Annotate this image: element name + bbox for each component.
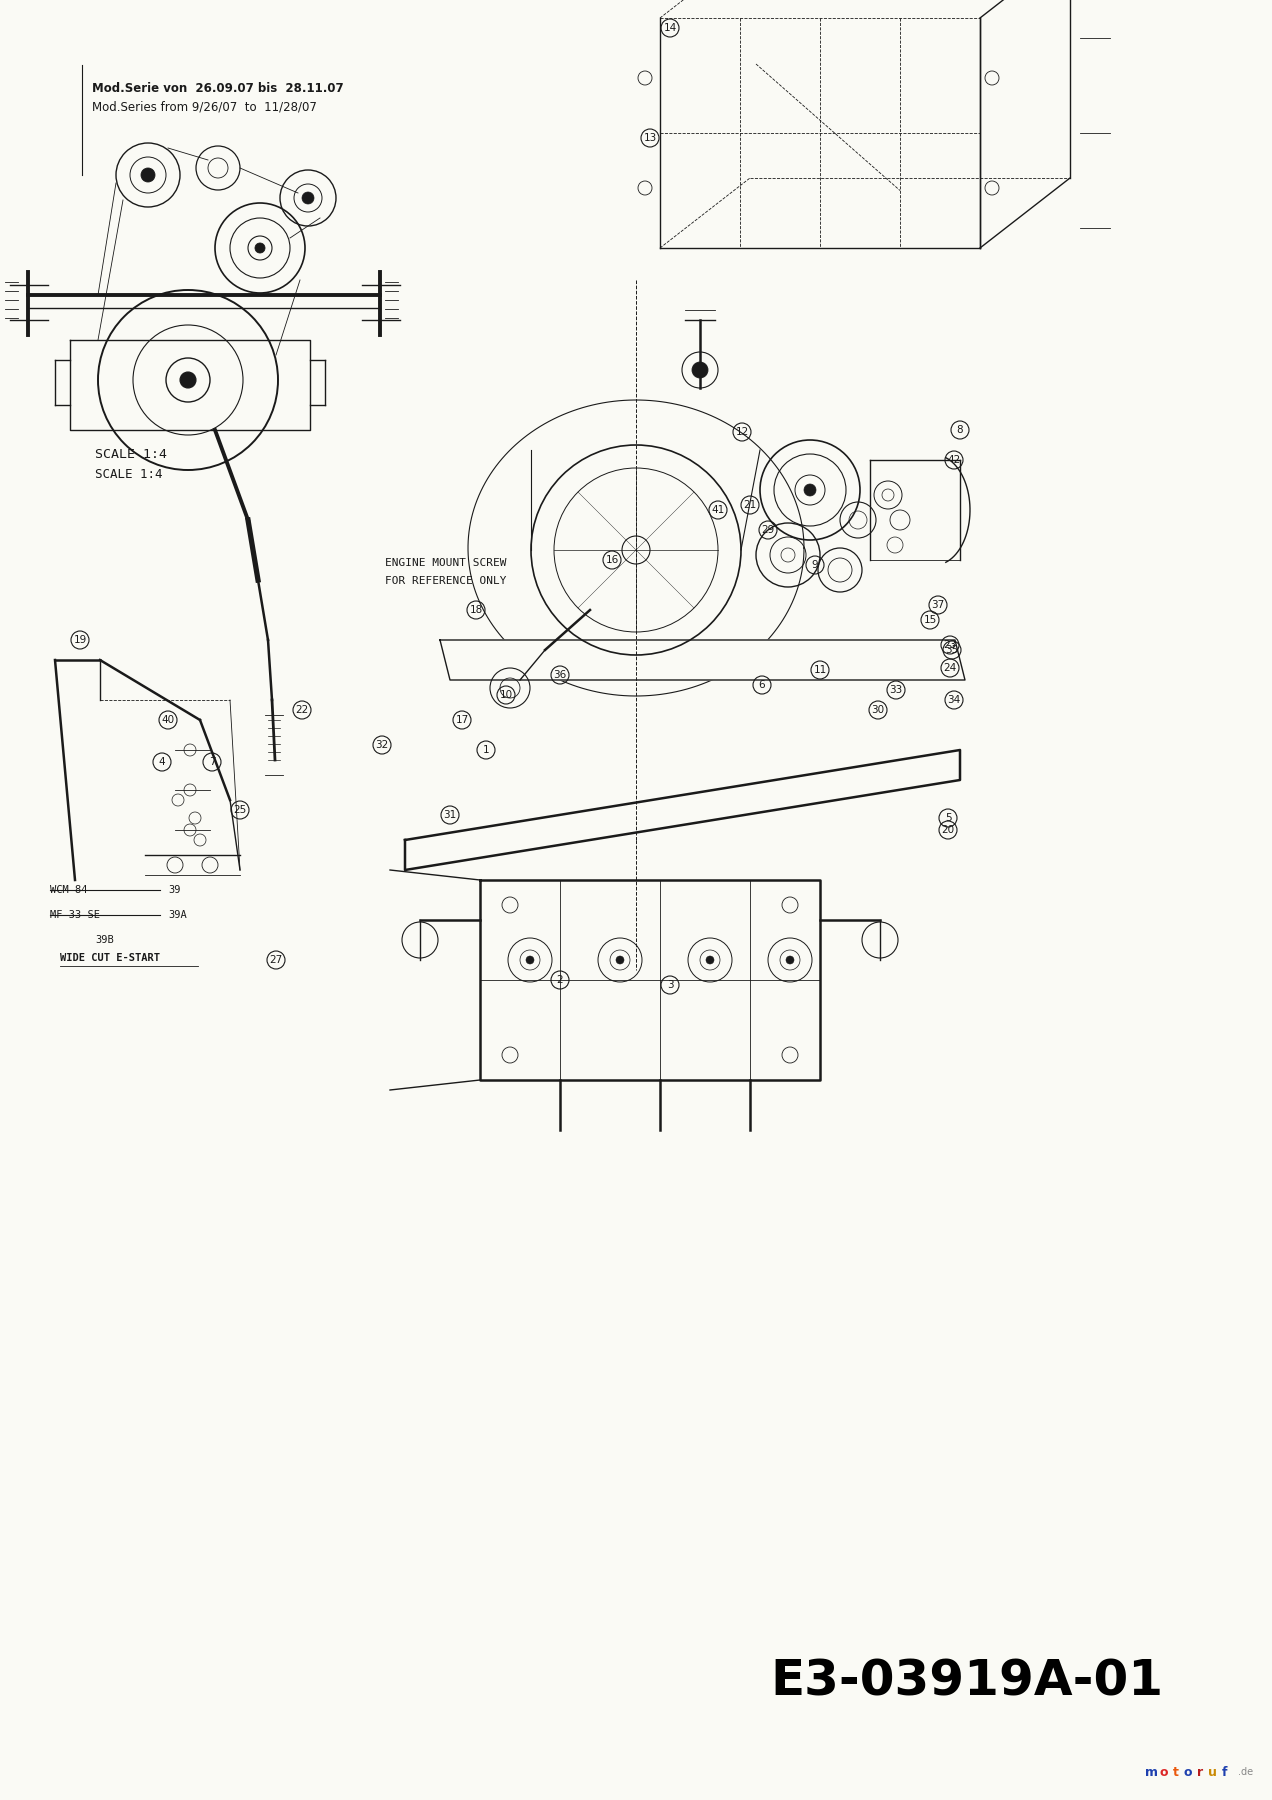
Text: 32: 32 (375, 740, 389, 751)
Text: r: r (1197, 1766, 1203, 1778)
Text: Mod.Serie von  26.09.07 bis  28.11.07: Mod.Serie von 26.09.07 bis 28.11.07 (92, 83, 343, 95)
Text: 20: 20 (941, 824, 954, 835)
Circle shape (692, 362, 709, 378)
Text: ENGINE MOUNT SCREW: ENGINE MOUNT SCREW (385, 558, 506, 569)
Text: 5: 5 (945, 814, 951, 823)
Text: 24: 24 (944, 662, 957, 673)
Text: MF 33 SE: MF 33 SE (50, 911, 100, 920)
Text: 41: 41 (711, 506, 725, 515)
Text: 7: 7 (209, 758, 215, 767)
Text: 39B: 39B (95, 934, 113, 945)
Text: 8: 8 (957, 425, 963, 436)
Text: 34: 34 (948, 695, 960, 706)
Text: E3-03919A-01: E3-03919A-01 (770, 1658, 1164, 1706)
Circle shape (301, 193, 314, 203)
Circle shape (141, 167, 155, 182)
Text: 13: 13 (644, 133, 656, 142)
Circle shape (616, 956, 625, 965)
Text: 29: 29 (762, 526, 775, 535)
Text: 4: 4 (159, 758, 165, 767)
Text: o: o (1160, 1766, 1168, 1778)
Text: 14: 14 (664, 23, 677, 32)
Circle shape (181, 373, 196, 389)
Circle shape (527, 956, 534, 965)
Circle shape (706, 956, 714, 965)
Text: 27: 27 (270, 956, 282, 965)
Text: SCALE 1:4: SCALE 1:4 (95, 448, 167, 461)
Text: 22: 22 (295, 706, 309, 715)
Text: .de: .de (1238, 1768, 1253, 1777)
Text: 35: 35 (945, 644, 959, 655)
Text: 37: 37 (931, 599, 945, 610)
Text: 25: 25 (233, 805, 247, 815)
Text: 40: 40 (162, 715, 174, 725)
Text: t: t (1173, 1766, 1179, 1778)
Polygon shape (404, 751, 960, 869)
Text: 12: 12 (735, 427, 749, 437)
Text: 19: 19 (74, 635, 86, 644)
Text: Mod.Series from 9/26/07  to  11/28/07: Mod.Series from 9/26/07 to 11/28/07 (92, 101, 317, 113)
Text: WCM 84: WCM 84 (50, 886, 88, 895)
Text: 18: 18 (469, 605, 482, 616)
Text: WIDE CUT E-START: WIDE CUT E-START (60, 952, 160, 963)
Text: 9: 9 (812, 560, 818, 571)
Text: f: f (1221, 1766, 1226, 1778)
Text: 31: 31 (444, 810, 457, 821)
Text: 21: 21 (743, 500, 757, 509)
Text: SCALE 1:4: SCALE 1:4 (95, 468, 163, 481)
Text: 6: 6 (758, 680, 766, 689)
Text: 36: 36 (553, 670, 566, 680)
Text: o: o (1184, 1766, 1192, 1778)
Text: 3: 3 (667, 979, 673, 990)
Text: 16: 16 (605, 554, 618, 565)
Text: 10: 10 (500, 689, 513, 700)
Polygon shape (440, 641, 965, 680)
Text: 39: 39 (168, 886, 181, 895)
Text: 17: 17 (455, 715, 468, 725)
Text: m: m (1146, 1766, 1159, 1778)
Circle shape (786, 956, 794, 965)
Text: 39A: 39A (168, 911, 187, 920)
Text: 30: 30 (871, 706, 884, 715)
Text: FOR REFERENCE ONLY: FOR REFERENCE ONLY (385, 576, 506, 587)
Text: 1: 1 (482, 745, 490, 754)
Text: 2: 2 (557, 976, 563, 985)
Text: 33: 33 (889, 686, 903, 695)
Circle shape (254, 243, 265, 254)
Text: 23: 23 (944, 641, 957, 650)
Text: u: u (1207, 1766, 1216, 1778)
Text: 11: 11 (813, 664, 827, 675)
Text: 15: 15 (923, 616, 936, 625)
Circle shape (804, 484, 817, 497)
Text: 42: 42 (948, 455, 960, 464)
